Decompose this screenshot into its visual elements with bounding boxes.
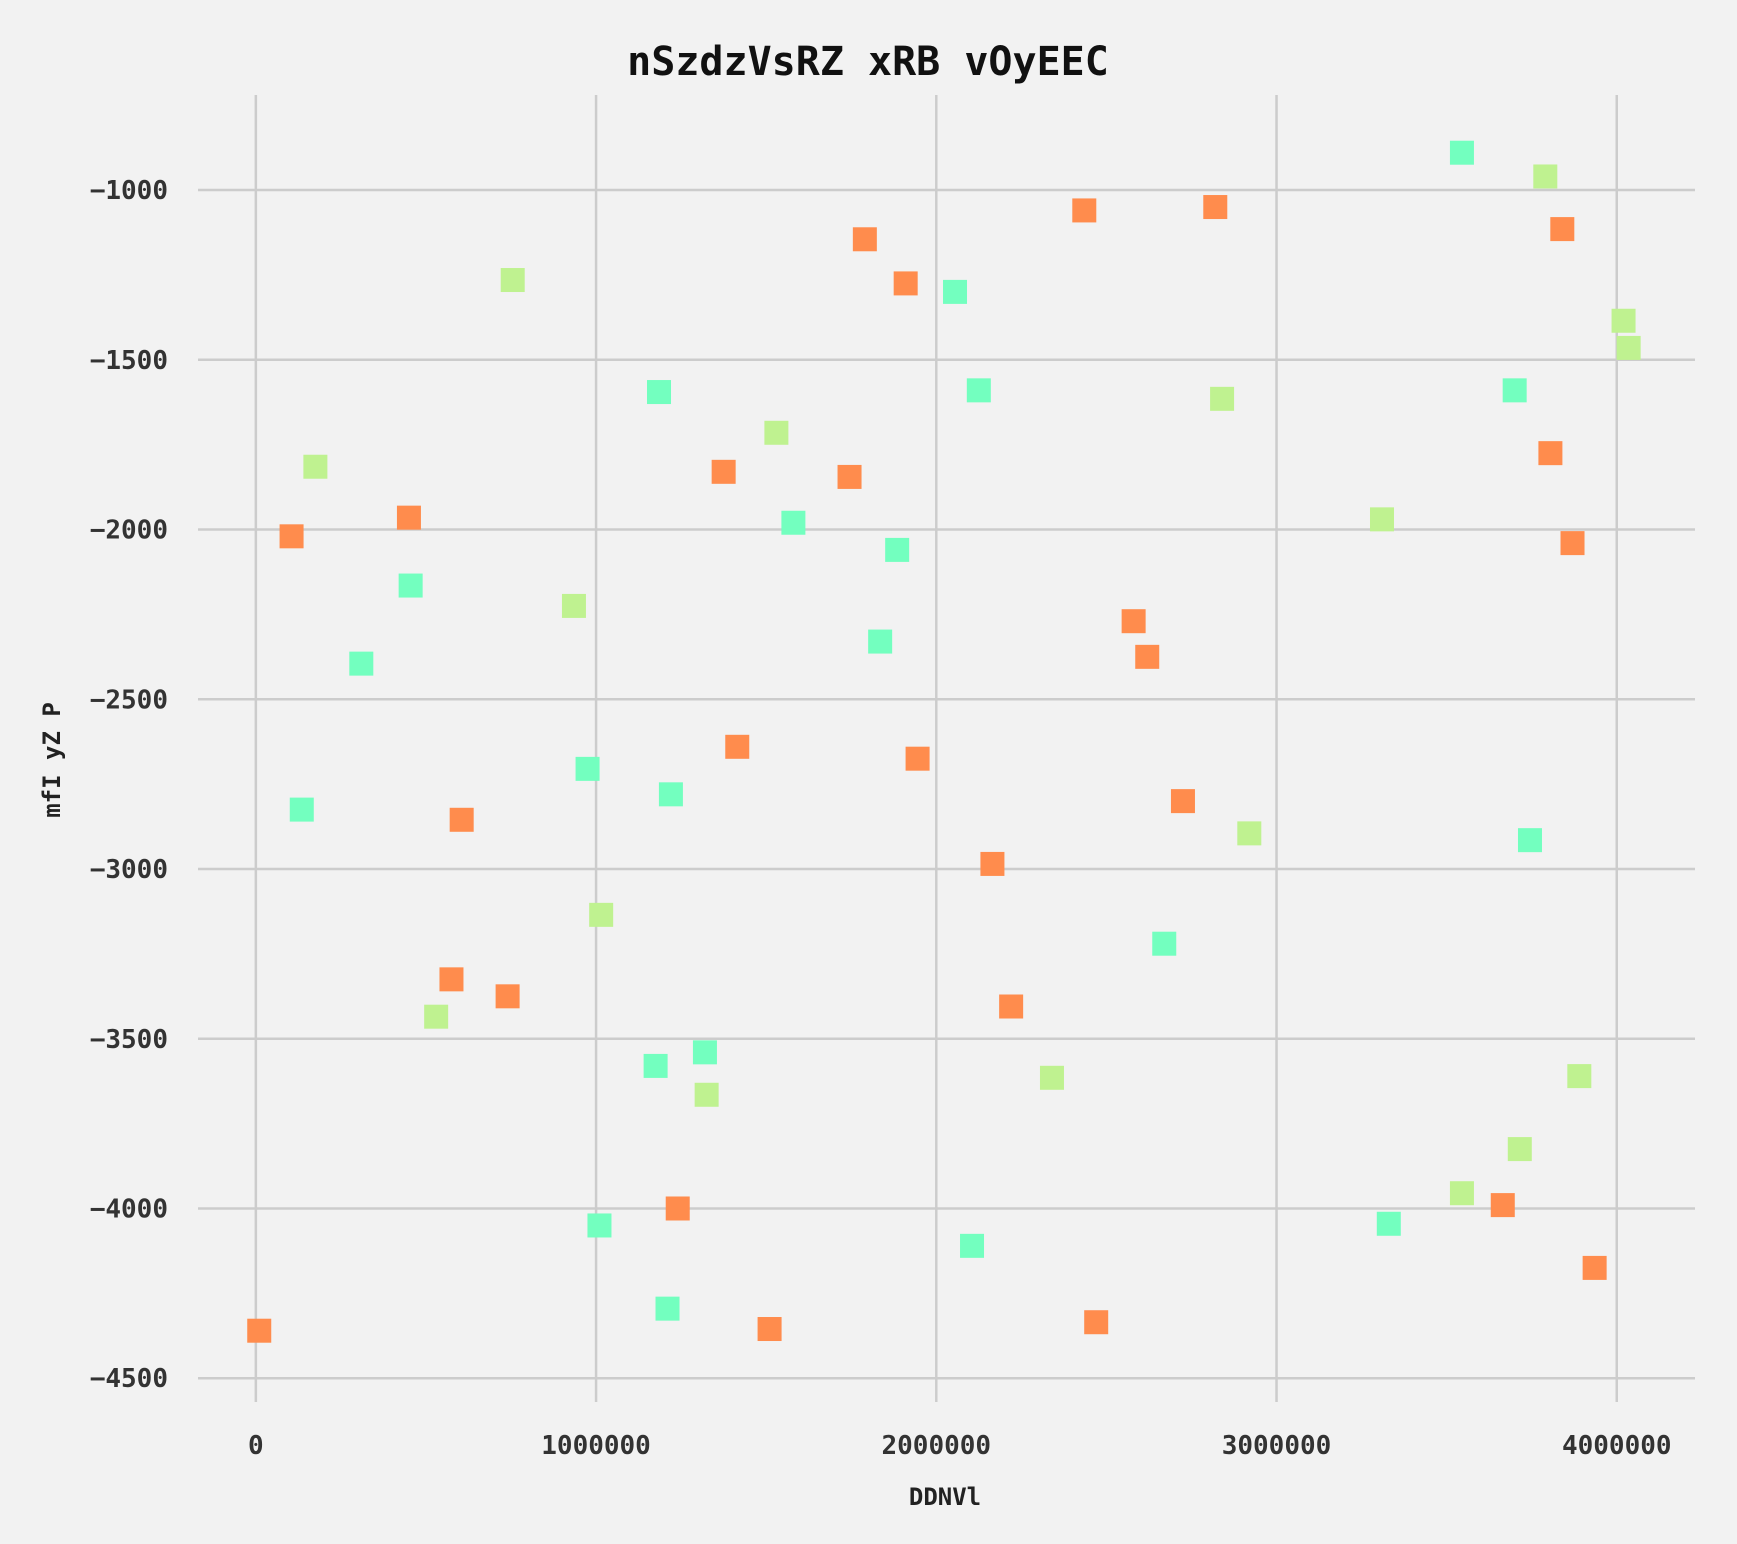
y-tick-label: −3500 — [90, 1025, 168, 1055]
x-axis-label: DDNVl — [909, 1483, 981, 1511]
scatter-point-series-1 — [725, 734, 750, 759]
scatter-point-series-2 — [1376, 1211, 1401, 1236]
scatter-point-series-1 — [1203, 195, 1228, 220]
scatter-point-series-2 — [349, 651, 374, 676]
y-tick-label: −2500 — [90, 685, 168, 715]
scatter-point-series-3 — [1611, 308, 1636, 333]
scatter-point-series-3 — [694, 1082, 719, 1107]
y-tick-label: −1000 — [90, 176, 168, 206]
scatter-point-series-2 — [643, 1053, 668, 1078]
scatter-point-series-1 — [893, 271, 918, 296]
y-axis-label: mfI yZ P — [38, 702, 66, 818]
chart-title: nSzdzVsRZ xRB vOyEEC — [627, 39, 1109, 85]
scatter-point-series-1 — [1560, 531, 1585, 556]
scatter-point-series-1 — [449, 807, 474, 832]
x-tick-label: 2000000 — [882, 1431, 992, 1461]
x-tick-label: 4000000 — [1562, 1431, 1672, 1461]
scatter-point-series-2 — [885, 537, 910, 562]
x-axis-ticks: 0 1000000 2000000 3000000 4000000 — [248, 1431, 1672, 1461]
x-tick-label: 3000000 — [1222, 1431, 1332, 1461]
scatter-point-series-3 — [424, 1004, 449, 1029]
scatter-point-series-1 — [279, 524, 304, 549]
y-tick-label: −2000 — [90, 516, 168, 546]
scatter-point-series-1 — [247, 1318, 272, 1343]
scatter-point-series-2 — [587, 1213, 612, 1238]
scatter-point-series-1 — [999, 994, 1024, 1019]
scatter-point-series-1 — [1121, 609, 1146, 634]
scatter-point-series-3 — [764, 420, 789, 445]
scatter-point-series-2 — [1502, 378, 1527, 403]
scatter-point-series-1 — [980, 851, 1005, 876]
scatter-point-series-1 — [1084, 1310, 1109, 1335]
scatter-point-series-3 — [1507, 1137, 1532, 1162]
scatter-point-series-3 — [1237, 821, 1262, 846]
data-points — [247, 140, 1641, 1343]
scatter-point-series-1 — [396, 505, 421, 530]
scatter-point-series-1 — [1170, 789, 1195, 814]
scatter-point-series-2 — [575, 756, 600, 781]
scatter-point-series-1 — [711, 459, 736, 484]
scatter-point-series-3 — [1533, 164, 1558, 189]
scatter-point-series-3 — [500, 268, 525, 293]
scatter-point-series-3 — [303, 454, 328, 479]
x-tick-label: 0 — [248, 1431, 264, 1461]
scatter-point-series-1 — [757, 1317, 782, 1342]
y-tick-label: −3000 — [90, 855, 168, 885]
scatter-point-series-3 — [1616, 335, 1641, 360]
scatter-point-series-3 — [561, 593, 586, 618]
scatter-point-series-3 — [589, 902, 614, 927]
scatter-point-series-3 — [1210, 386, 1235, 411]
scatter-point-series-1 — [905, 746, 930, 771]
scatter-point-series-2 — [943, 279, 968, 304]
scatter-point-series-3 — [1567, 1064, 1592, 1089]
scatter-point-series-2 — [658, 782, 683, 807]
scatter-point-series-1 — [1582, 1255, 1607, 1280]
scatter-point-series-2 — [960, 1233, 985, 1258]
scatter-point-series-1 — [1072, 198, 1097, 223]
y-tick-label: −4500 — [90, 1364, 168, 1394]
scatter-point-series-2 — [647, 380, 672, 405]
scatter-point-series-1 — [439, 967, 464, 992]
scatter-point-series-1 — [1135, 644, 1160, 669]
scatter-point-series-2 — [655, 1296, 680, 1321]
scatter-point-series-2 — [966, 378, 991, 403]
scatter-point-series-3 — [1369, 507, 1394, 532]
scatter-point-series-1 — [1538, 441, 1563, 466]
scatter-point-series-1 — [1550, 217, 1575, 242]
scatter-point-series-2 — [1517, 828, 1542, 853]
scatter-point-series-2 — [289, 797, 314, 822]
scatter-point-series-2 — [1152, 931, 1177, 956]
scatter-point-series-2 — [1449, 140, 1474, 165]
scatter-point-series-2 — [692, 1040, 717, 1065]
y-tick-label: −1500 — [90, 346, 168, 376]
scatter-point-series-3 — [1039, 1065, 1064, 1090]
scatter-point-series-1 — [852, 227, 877, 252]
y-axis-ticks: −1000 −1500 −2000 −2500 −3000 −3500 −4000 −4500 — [90, 176, 168, 1394]
scatter-point-series-2 — [781, 510, 806, 535]
y-tick-label: −4000 — [90, 1194, 168, 1224]
scatter-point-series-3 — [1449, 1181, 1474, 1206]
scatter-point-series-2 — [398, 573, 423, 598]
scatter-point-series-1 — [837, 464, 862, 489]
grid-lines — [198, 95, 1695, 1402]
scatter-point-series-1 — [1490, 1193, 1515, 1218]
scatter-point-series-2 — [868, 629, 893, 654]
x-tick-label: 1000000 — [541, 1431, 651, 1461]
scatter-point-series-1 — [495, 984, 520, 1009]
scatter-point-series-1 — [665, 1196, 690, 1221]
